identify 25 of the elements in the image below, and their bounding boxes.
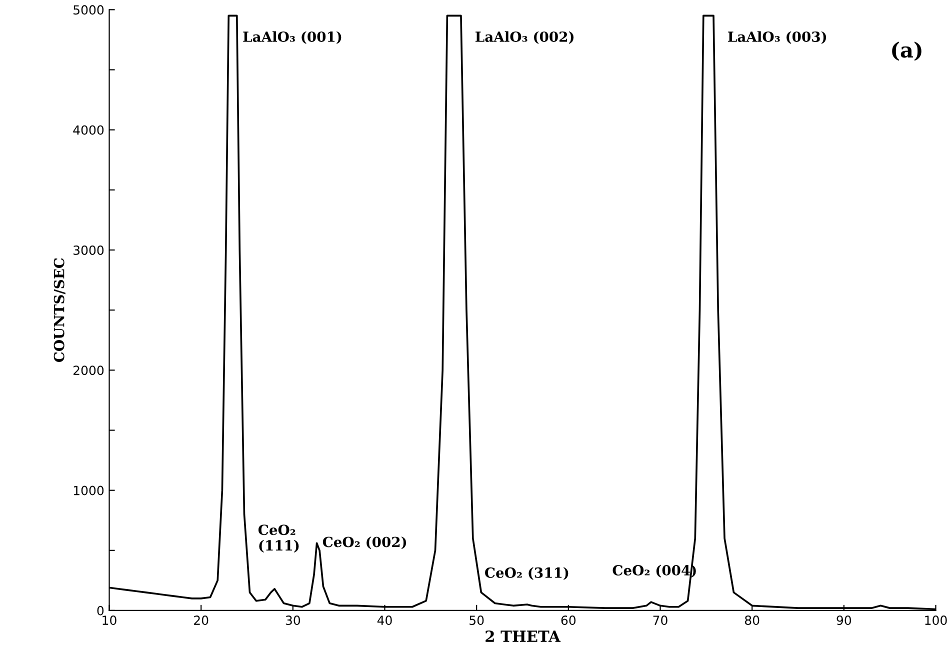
annotation: CeO₂ (002): [322, 536, 406, 550]
x-tick-label: 30: [286, 616, 300, 626]
x-tick-label: 70: [653, 616, 668, 626]
x-axis-title: 2 THETA: [486, 630, 561, 642]
x-tick-label: 90: [836, 616, 852, 626]
annotation: CeO₂ (111): [258, 524, 299, 553]
annotation: LaAlO₃ (002): [476, 31, 574, 44]
x-tick-label: 50: [470, 616, 484, 626]
y-tick-label: 5000: [74, 5, 104, 15]
y-tick-label: 4000: [73, 125, 104, 135]
annotation: LaAlO₃ (001): [243, 31, 342, 44]
x-tick-label: 10: [102, 616, 116, 626]
y-axis-title: COUNTS/SEC: [54, 258, 66, 362]
y-tick-label: 1000: [74, 486, 104, 496]
x-tick-label: 100: [925, 616, 947, 626]
y-tick-label: 2000: [73, 366, 104, 376]
annotation: CeO₂ (311): [485, 567, 568, 580]
y-tick-label: 3000: [74, 245, 104, 255]
x-tick-label: 80: [744, 616, 760, 626]
x-tick-label: 20: [194, 616, 208, 626]
x-tick-label: 60: [561, 616, 576, 626]
x-tick-label: 40: [377, 616, 392, 626]
annotation: LaAlO₃ (003): [728, 31, 826, 44]
y-tick-label: 0: [97, 606, 104, 616]
annotation: (a): [892, 42, 922, 61]
